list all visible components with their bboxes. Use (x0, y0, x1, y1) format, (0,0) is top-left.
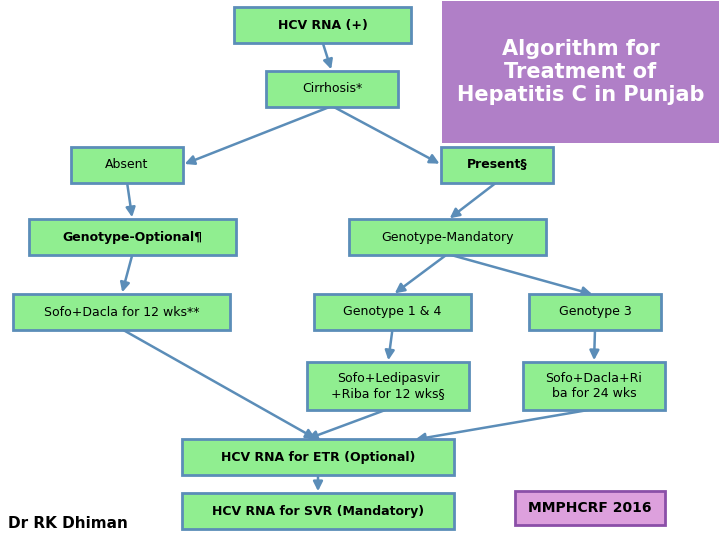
FancyBboxPatch shape (182, 493, 454, 529)
Text: Genotype 3: Genotype 3 (559, 306, 631, 319)
FancyBboxPatch shape (307, 362, 469, 410)
Text: Algorithm for
Treatment of
Hepatitis C in Punjab: Algorithm for Treatment of Hepatitis C i… (456, 39, 704, 105)
FancyBboxPatch shape (13, 294, 230, 330)
Text: Cirrhosis*: Cirrhosis* (302, 83, 362, 96)
FancyBboxPatch shape (71, 147, 183, 183)
FancyBboxPatch shape (529, 294, 661, 330)
Text: Sofo+Dacla for 12 wks**: Sofo+Dacla for 12 wks** (44, 306, 199, 319)
FancyBboxPatch shape (523, 362, 665, 410)
FancyBboxPatch shape (349, 219, 546, 255)
Text: Sofo+Dacla+Ri
ba for 24 wks: Sofo+Dacla+Ri ba for 24 wks (546, 372, 642, 400)
Text: Sofo+Ledipasvir
+Riba for 12 wks§: Sofo+Ledipasvir +Riba for 12 wks§ (331, 372, 445, 400)
FancyBboxPatch shape (182, 439, 454, 475)
Text: Genotype-Mandatory: Genotype-Mandatory (382, 231, 514, 244)
FancyBboxPatch shape (234, 7, 411, 43)
Text: Absent: Absent (105, 159, 149, 172)
Text: MMPHCRF 2016: MMPHCRF 2016 (528, 501, 652, 515)
Text: HCV RNA for ETR (Optional): HCV RNA for ETR (Optional) (221, 450, 415, 463)
FancyBboxPatch shape (266, 71, 398, 107)
FancyBboxPatch shape (442, 1, 719, 143)
Text: HCV RNA for SVR (Mandatory): HCV RNA for SVR (Mandatory) (212, 504, 424, 517)
Text: HCV RNA (+): HCV RNA (+) (278, 18, 367, 31)
FancyBboxPatch shape (441, 147, 553, 183)
Text: Dr RK Dhiman: Dr RK Dhiman (8, 516, 128, 531)
FancyBboxPatch shape (29, 219, 236, 255)
FancyBboxPatch shape (515, 491, 665, 525)
FancyBboxPatch shape (314, 294, 471, 330)
Text: Genotype-Optional¶: Genotype-Optional¶ (63, 231, 202, 244)
Text: Present§: Present§ (467, 159, 527, 172)
Text: Genotype 1 & 4: Genotype 1 & 4 (343, 306, 441, 319)
